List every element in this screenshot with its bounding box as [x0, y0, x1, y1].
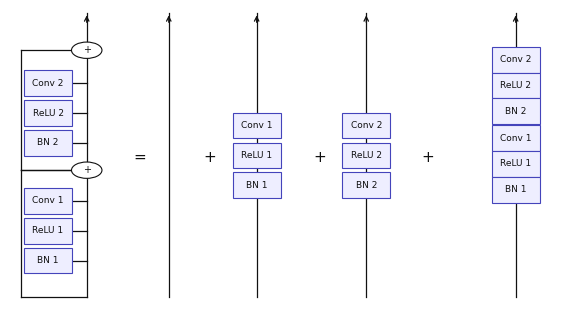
Text: Conv 1: Conv 1	[500, 134, 532, 143]
Text: ReLU 1: ReLU 1	[500, 160, 532, 168]
Circle shape	[71, 162, 102, 178]
Text: ReLU 1: ReLU 1	[32, 226, 64, 235]
Text: BN 1: BN 1	[505, 185, 526, 194]
Text: BN 2: BN 2	[505, 107, 526, 116]
FancyBboxPatch shape	[24, 188, 72, 214]
FancyBboxPatch shape	[233, 113, 281, 138]
Text: Conv 2: Conv 2	[500, 55, 532, 64]
FancyBboxPatch shape	[342, 143, 390, 168]
FancyBboxPatch shape	[233, 172, 281, 198]
FancyBboxPatch shape	[492, 125, 540, 151]
Text: +: +	[421, 149, 434, 165]
FancyBboxPatch shape	[492, 47, 540, 73]
Text: +: +	[83, 165, 91, 175]
Text: BN 1: BN 1	[246, 181, 267, 190]
Text: Conv 2: Conv 2	[350, 121, 382, 130]
FancyBboxPatch shape	[233, 143, 281, 168]
Text: Conv 1: Conv 1	[32, 197, 64, 205]
Text: BN 1: BN 1	[38, 256, 59, 265]
FancyBboxPatch shape	[492, 177, 540, 203]
Text: BN 2: BN 2	[356, 181, 377, 190]
Text: +: +	[313, 149, 326, 165]
Text: +: +	[203, 149, 216, 165]
Text: =: =	[133, 149, 146, 165]
FancyBboxPatch shape	[24, 248, 72, 273]
FancyBboxPatch shape	[492, 98, 540, 124]
Text: Conv 2: Conv 2	[32, 79, 64, 88]
FancyBboxPatch shape	[342, 113, 390, 138]
FancyBboxPatch shape	[24, 218, 72, 244]
FancyBboxPatch shape	[24, 100, 72, 126]
Text: BN 2: BN 2	[38, 138, 59, 147]
Text: +: +	[83, 45, 91, 55]
Text: ReLU 2: ReLU 2	[351, 151, 381, 160]
FancyBboxPatch shape	[24, 130, 72, 156]
Circle shape	[71, 42, 102, 58]
FancyBboxPatch shape	[342, 172, 390, 198]
FancyBboxPatch shape	[492, 151, 540, 177]
FancyBboxPatch shape	[24, 70, 72, 96]
Text: ReLU 1: ReLU 1	[241, 151, 272, 160]
FancyBboxPatch shape	[492, 73, 540, 98]
Text: ReLU 2: ReLU 2	[500, 81, 531, 90]
Text: Conv 1: Conv 1	[241, 121, 272, 130]
Text: ReLU 2: ReLU 2	[33, 109, 63, 117]
